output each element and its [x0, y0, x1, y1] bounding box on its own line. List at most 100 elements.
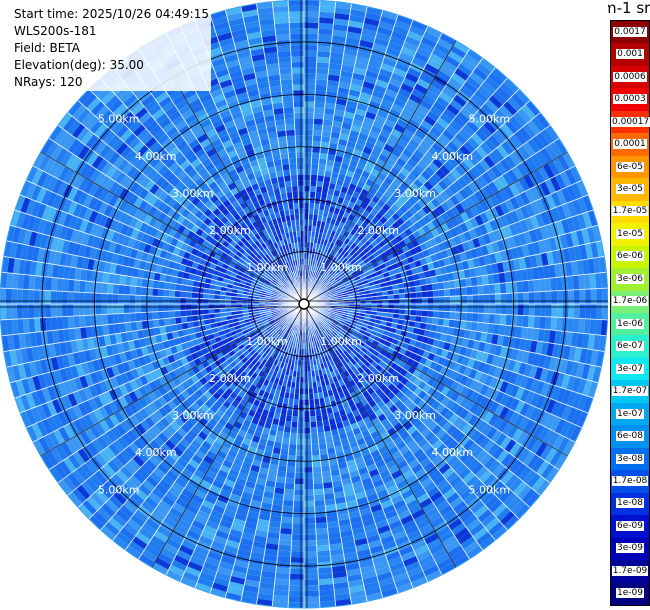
ppi-cell	[67, 279, 75, 292]
ppi-cell	[307, 230, 312, 237]
ppi-cell	[500, 304, 507, 315]
ppi-cell	[314, 260, 318, 267]
ppi-cell	[356, 226, 365, 234]
ppi-cell	[333, 319, 340, 324]
ppi-cell	[337, 173, 346, 181]
ppi-cell	[492, 463, 506, 478]
ppi-cell	[475, 465, 489, 480]
ppi-cell	[371, 368, 380, 376]
ppi-cell	[543, 265, 551, 279]
ppi-cell	[478, 372, 488, 385]
ppi-cell	[330, 323, 336, 329]
ppi-cell	[525, 100, 541, 117]
ppi-cell	[489, 194, 500, 207]
ppi-cell	[288, 443, 297, 451]
ppi-cell	[472, 304, 479, 314]
ppi-cell	[401, 276, 409, 283]
ppi-cell	[311, 152, 320, 159]
ppi-cell	[273, 583, 290, 591]
ppi-cell	[450, 296, 456, 304]
ppi-cell	[442, 175, 453, 188]
ppi-cell	[403, 177, 414, 187]
ppi-cell	[573, 245, 583, 261]
ppi-cell	[454, 279, 461, 289]
ppi-cell	[484, 197, 495, 210]
ppi-cell	[379, 232, 388, 241]
ppi-cell	[447, 140, 460, 153]
ppi-cell	[332, 264, 338, 271]
ppi-cell	[296, 450, 304, 456]
ppi-cell	[525, 203, 536, 218]
ppi-cell	[320, 192, 328, 200]
ppi-cell	[426, 221, 436, 231]
ppi-cell	[308, 208, 315, 215]
ppi-cell	[323, 264, 329, 271]
ppi-cell	[499, 214, 509, 228]
ppi-cell	[304, 146, 313, 153]
ppi-cell	[487, 364, 497, 377]
ppi-cell	[304, 506, 315, 513]
ppi-cell	[462, 157, 475, 170]
ppi-cell	[358, 251, 366, 258]
ppi-cell	[448, 360, 457, 371]
ppi-cell	[430, 399, 441, 411]
ppi-cell	[529, 254, 538, 268]
ppi-cell	[321, 317, 327, 322]
ppi-cell	[319, 319, 324, 325]
ppi-cell	[343, 324, 350, 330]
ppi-cell	[118, 294, 125, 304]
ppi-cell	[351, 349, 359, 356]
ppi-cell	[503, 408, 515, 423]
ppi-cell	[112, 293, 119, 304]
ppi-cell	[430, 324, 438, 333]
ppi-cell	[407, 401, 417, 412]
ppi-cell	[315, 516, 327, 524]
ppi-cell	[530, 392, 541, 408]
ppi-cell	[466, 239, 476, 251]
ppi-cell	[514, 89, 530, 105]
ppi-cell	[431, 218, 441, 228]
ppi-cell	[587, 381, 598, 398]
ppi-cell	[554, 173, 567, 190]
ppi-cell	[324, 108, 335, 115]
ppi-cell	[371, 307, 378, 312]
ppi-cell	[16, 288, 23, 304]
ppi-cell	[278, 539, 292, 546]
ppi-cell	[344, 322, 351, 328]
ppi-cell	[497, 419, 509, 433]
ppi-cell	[11, 319, 19, 335]
ppi-cell	[315, 73, 329, 81]
ppi-cell	[435, 251, 444, 261]
ppi-cell	[444, 229, 454, 240]
ppi-cell	[491, 333, 499, 345]
ppi-cell	[326, 247, 333, 254]
ppi-cell	[367, 364, 376, 372]
ppi-cell	[556, 189, 567, 206]
ppi-cell	[112, 304, 119, 315]
ppi-cell	[528, 291, 535, 304]
ppi-cell	[329, 325, 335, 331]
ppi-cell	[554, 263, 562, 278]
ppi-cell	[332, 282, 339, 288]
ppi-cell	[530, 153, 543, 169]
ppi-cell	[361, 170, 371, 179]
ppi-cell	[487, 231, 497, 244]
ppi-cell	[388, 152, 400, 163]
ppi-cell	[388, 304, 395, 309]
ppi-cell	[316, 67, 329, 75]
ppi-cell	[590, 241, 599, 259]
ppi-cell	[419, 184, 430, 195]
ppi-cell	[331, 322, 338, 328]
ppi-cell	[363, 17, 380, 27]
ppi-cell	[462, 124, 476, 137]
ppi-cell	[22, 304, 29, 319]
ppi-cell	[334, 286, 341, 291]
ppi-cell	[312, 460, 322, 468]
ppi-cell	[533, 168, 545, 184]
ppi-cell	[437, 258, 446, 268]
ppi-cell	[337, 196, 345, 205]
ppi-cell	[315, 522, 328, 529]
ppi-cell	[411, 88, 426, 100]
ppi-cell	[408, 118, 421, 130]
ppi-cell	[344, 331, 352, 338]
